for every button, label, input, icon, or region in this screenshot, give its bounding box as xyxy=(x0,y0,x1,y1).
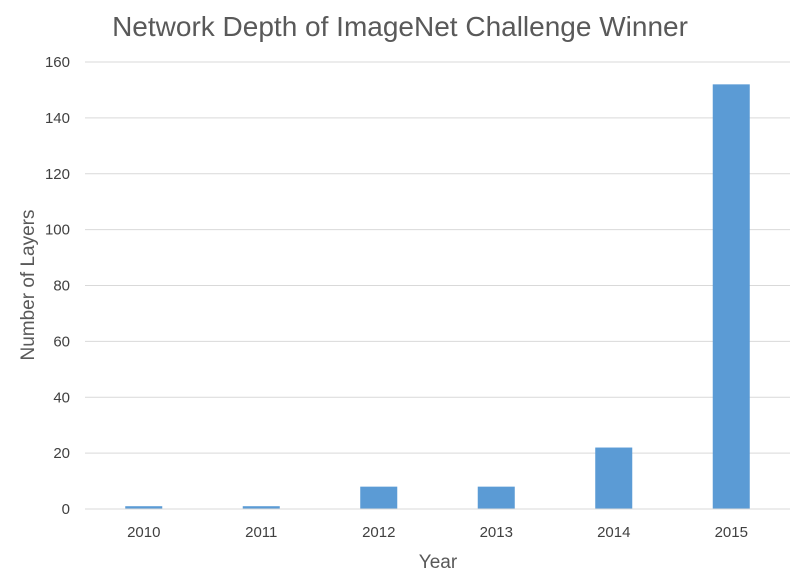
bars xyxy=(125,84,750,509)
gridlines xyxy=(85,61,790,454)
bar-2015 xyxy=(712,84,750,509)
y-tick-label: 100 xyxy=(45,222,70,239)
bar-2011 xyxy=(242,506,280,509)
bar-2014 xyxy=(595,447,633,509)
x-axis-title: Year xyxy=(419,552,458,573)
x-tick-label: 2015 xyxy=(715,524,748,541)
y-tick-label: 120 xyxy=(45,166,70,183)
x-axis-ticks: 2010 2011 2012 2013 2014 2015 xyxy=(127,524,748,541)
y-axis-title: Number of Layers xyxy=(18,209,39,360)
y-tick-label: 60 xyxy=(53,333,70,350)
y-tick-label: 140 xyxy=(45,110,70,127)
y-tick-label: 20 xyxy=(53,445,70,462)
bar-2012 xyxy=(360,486,398,509)
x-tick-label: 2014 xyxy=(597,524,630,541)
y-tick-label: 80 xyxy=(53,278,70,295)
bar-2013 xyxy=(477,486,515,509)
x-tick-label: 2013 xyxy=(480,524,513,541)
y-tick-label: 160 xyxy=(45,54,70,71)
x-tick-label: 2012 xyxy=(362,524,395,541)
y-tick-label: 0 xyxy=(62,501,70,518)
x-tick-label: 2010 xyxy=(127,524,160,541)
y-axis-ticks: 0 20 40 60 80 100 120 140 160 xyxy=(45,54,70,518)
y-tick-label: 40 xyxy=(53,389,70,406)
chart-title: Network Depth of ImageNet Challenge Winn… xyxy=(112,11,688,42)
bar-2010 xyxy=(125,506,163,509)
x-tick-label: 2011 xyxy=(245,524,277,541)
